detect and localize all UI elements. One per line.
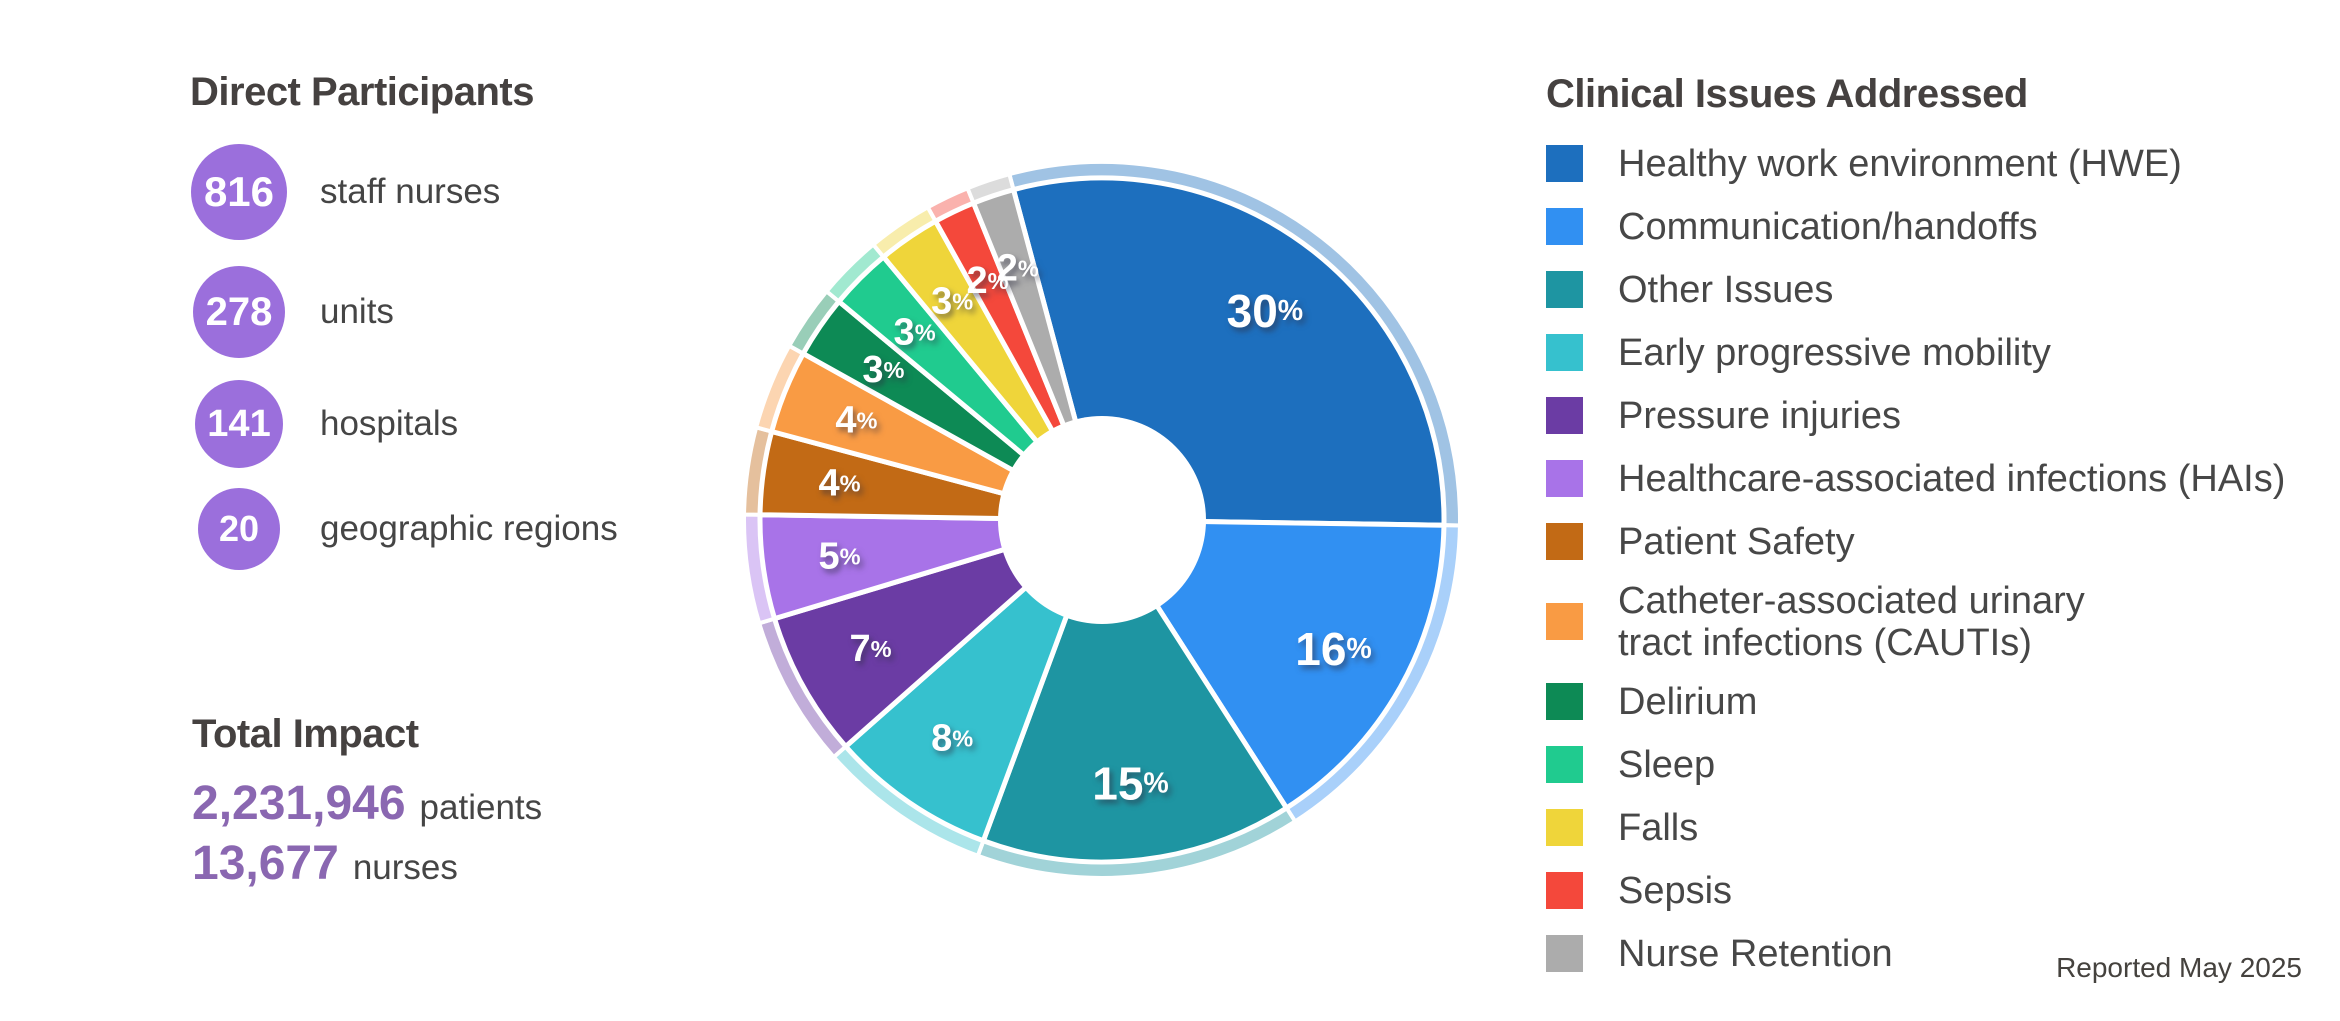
legend-item: Healthcare-associated infections (HAIs)	[1546, 447, 2306, 510]
legend-label: Pressure injuries	[1618, 394, 1901, 437]
impact-line: 13,677 nurses	[192, 840, 458, 888]
legend-item: Delirium	[1546, 670, 2306, 733]
report-date: Reported May 2025	[2056, 952, 2302, 983]
impact-value: 2,231,946	[192, 777, 406, 830]
wedge-label: 3%	[862, 349, 904, 391]
legend-item: Sleep	[1546, 733, 2306, 796]
stat-circle: 141	[195, 380, 283, 468]
donut-hole	[998, 416, 1206, 624]
legend-swatch	[1546, 872, 1583, 909]
legend-label: Sleep	[1618, 743, 1716, 786]
impact-value: 13,677	[192, 837, 339, 890]
stat-row: 141 hospitals	[190, 376, 750, 472]
legend-label: Healthy work environment (HWE)	[1618, 142, 2182, 185]
wedge-label: 2%	[966, 260, 1008, 302]
legend-label: Delirium	[1618, 680, 1758, 723]
wedge-labels: 30%16%15%8%7%5%4%4%3%3%3%2%2%	[818, 248, 1371, 810]
wedge-label: 16%	[1295, 623, 1372, 675]
pie-wedge	[980, 517, 1289, 865]
wedge-label: 8%	[931, 718, 973, 760]
legend-item: Pressure injuries	[1546, 384, 2306, 447]
stat-label: geographic regions	[320, 509, 618, 548]
stat-row: 816 staff nurses	[190, 144, 750, 240]
stat-circle: 816	[191, 144, 287, 240]
legend-item: Catheter-associated urinary tract infect…	[1546, 573, 2306, 670]
legend-label: Catheter-associated urinary tract infect…	[1618, 579, 2085, 664]
legend-label: Sepsis	[1618, 869, 1733, 912]
legend-swatch	[1546, 397, 1583, 434]
legend-item: Patient Safety	[1546, 510, 2306, 573]
legend-title: Clinical Issues Addressed	[1546, 72, 2028, 116]
wedge-label: 2%	[997, 248, 1039, 290]
pie-wedge	[1099, 517, 1447, 811]
wedge-label: 3%	[931, 280, 973, 322]
legend-swatch	[1546, 746, 1583, 783]
direct-participants-title: Direct Participants	[190, 70, 534, 114]
legend-item: Healthy work environment (HWE)	[1546, 132, 2306, 195]
donut-chart: 30%16%15%8%7%5%4%4%3%3%3%2%2%	[742, 160, 1462, 881]
legend-item: Nurse Retention	[1546, 922, 2306, 985]
impact-line: 2,231,946 patients	[192, 780, 542, 828]
stat-row: 20 geographic regions	[190, 481, 750, 577]
legend-item: Communication/handoffs	[1546, 195, 2306, 258]
legend-label: Patient Safety	[1618, 520, 1855, 563]
total-impact-title: Total Impact	[192, 712, 419, 756]
wedge-label: 4%	[818, 462, 860, 504]
legend-label: Healthcare-associated infections (HAIs)	[1618, 457, 2286, 500]
legend-item: Early progressive mobility	[1546, 321, 2306, 384]
legend-swatch	[1546, 271, 1583, 308]
stat-circle: 278	[193, 266, 285, 358]
legend-swatch	[1546, 334, 1583, 371]
legend-label: Communication/handoffs	[1618, 205, 2038, 248]
legend-swatch	[1546, 603, 1583, 640]
legend-swatch	[1546, 145, 1583, 182]
stat-label: hospitals	[320, 404, 459, 443]
wedge-label: 5%	[818, 536, 860, 578]
legend-swatch	[1546, 935, 1583, 972]
legend-item: Other Issues	[1546, 258, 2306, 321]
legend-swatch	[1546, 208, 1583, 245]
legend-item: Sepsis	[1546, 859, 2306, 922]
stat-label: staff nurses	[320, 172, 501, 211]
legend-label: Nurse Retention	[1618, 932, 1893, 975]
legend-label: Early progressive mobility	[1618, 331, 2051, 374]
impact-unit: nurses	[352, 848, 458, 887]
stat-circle: 20	[198, 488, 280, 570]
legend-label: Falls	[1618, 806, 1699, 849]
wedge-label: 3%	[894, 312, 936, 354]
stat-label: units	[320, 292, 394, 331]
legend-swatch	[1546, 809, 1583, 846]
legend-swatch	[1546, 460, 1583, 497]
legend-swatch	[1546, 523, 1583, 560]
impact-unit: patients	[419, 788, 543, 827]
legend-item: Falls	[1546, 796, 2306, 859]
wedge-label: 15%	[1092, 758, 1169, 810]
wedge-label: 4%	[835, 400, 877, 442]
wedge-label: 7%	[849, 628, 891, 670]
stat-row: 278 units	[190, 264, 750, 360]
wedge-label: 30%	[1227, 285, 1304, 337]
chart-legend: Healthy work environment (HWE) Communicat…	[1546, 132, 2306, 985]
legend-label: Other Issues	[1618, 268, 1834, 311]
legend-swatch	[1546, 683, 1583, 720]
